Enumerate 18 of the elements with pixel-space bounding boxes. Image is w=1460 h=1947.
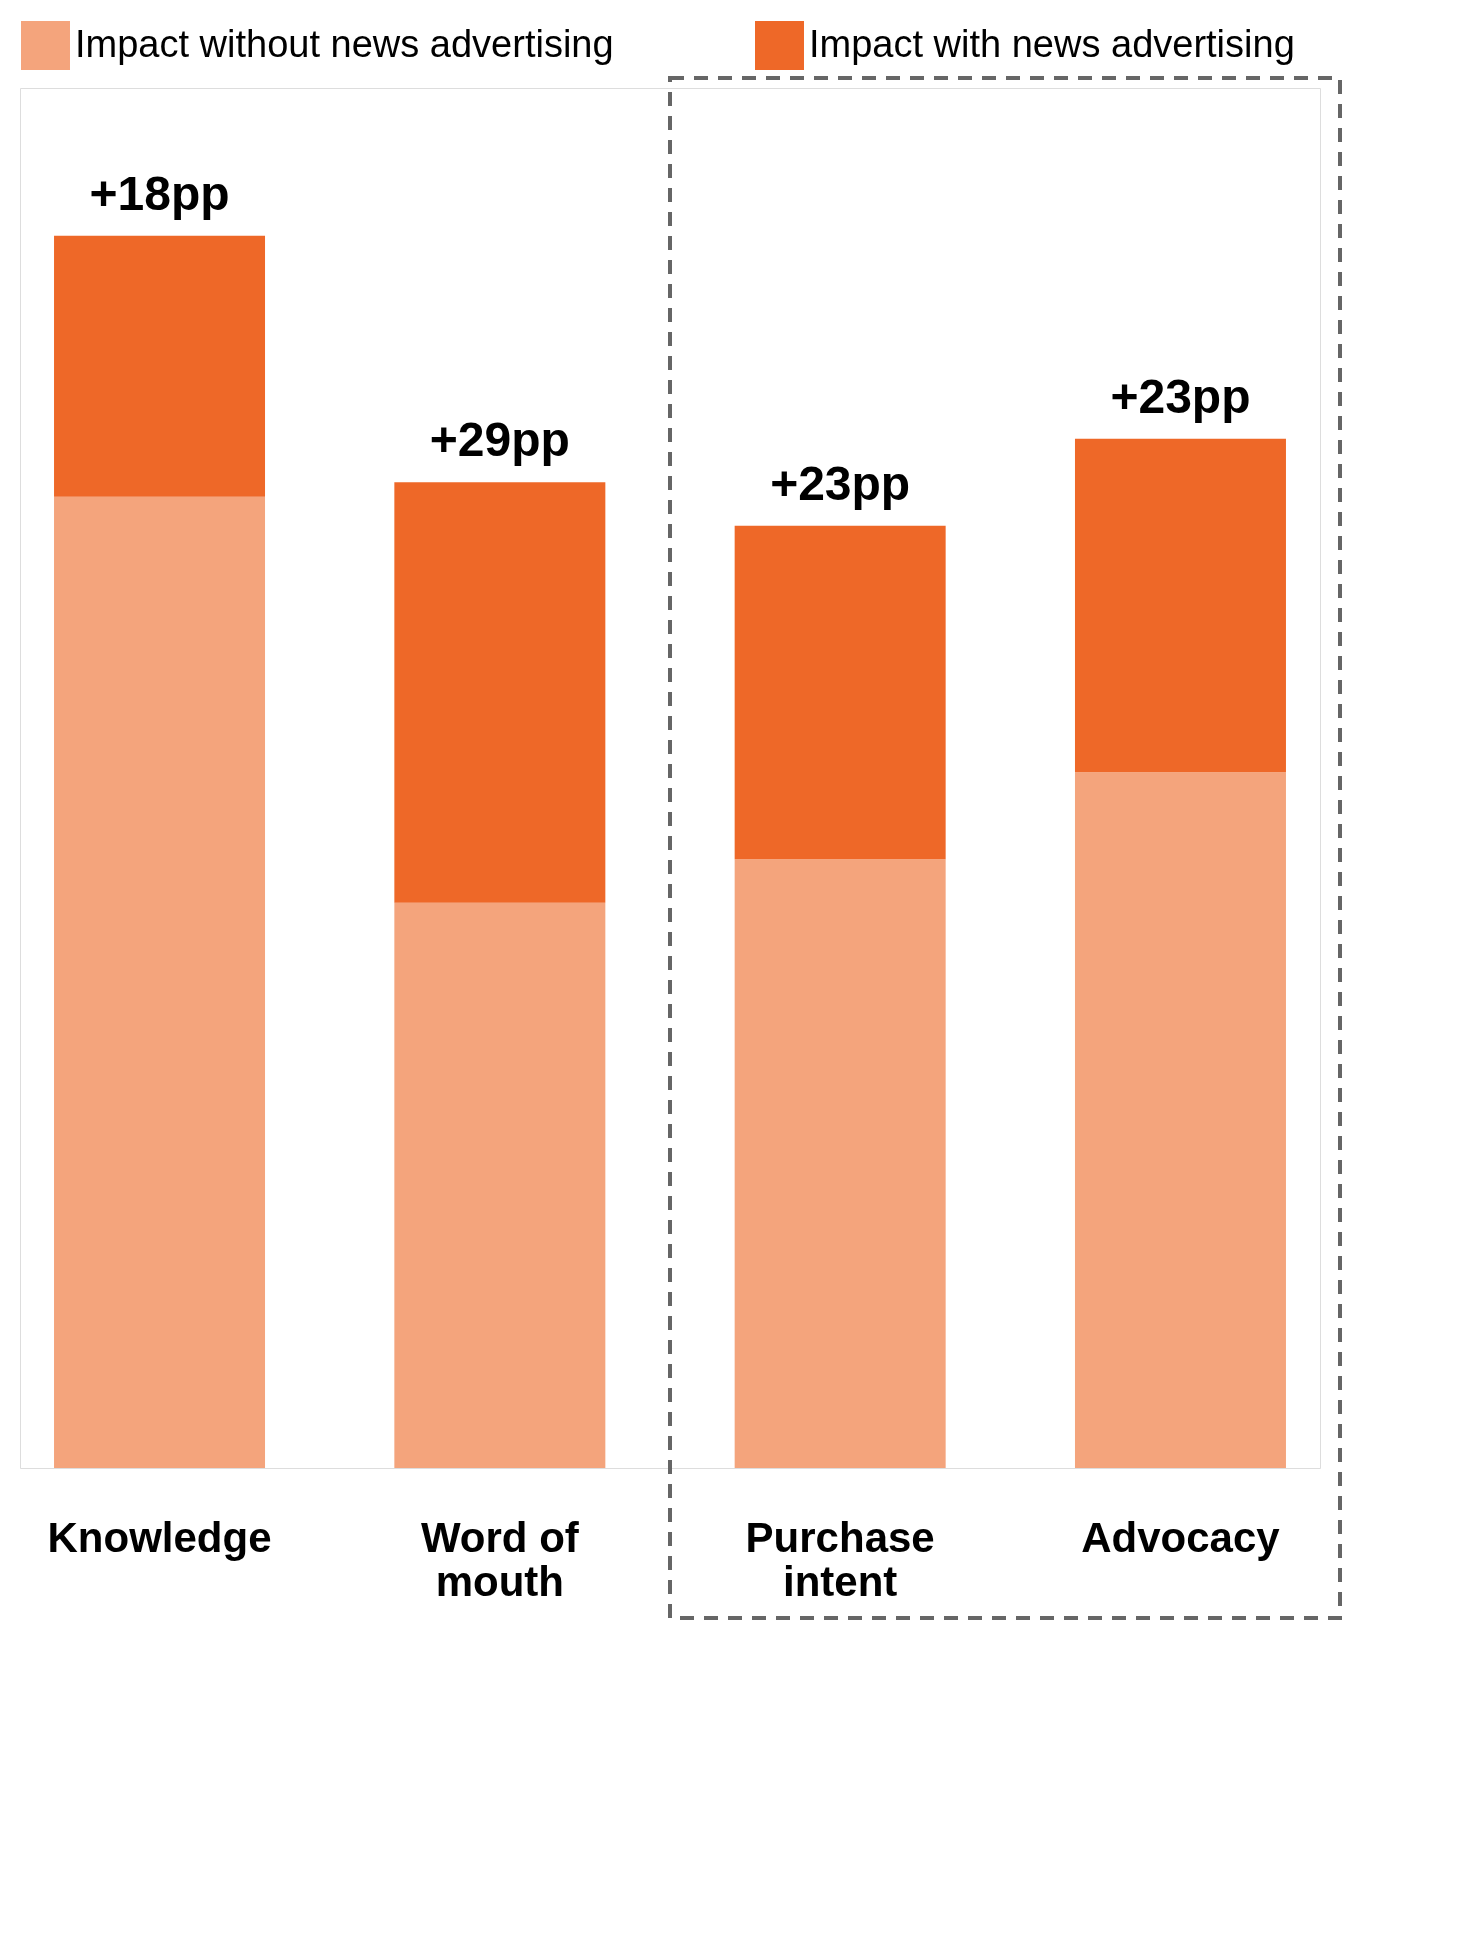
legend-label: Impact without news advertising <box>75 22 614 65</box>
legend-label: Impact with news advertising <box>809 22 1295 65</box>
x-tick-label: Purchase intent <box>745 1513 935 1605</box>
bar <box>1074 438 1286 773</box>
bar <box>54 235 266 497</box>
data-label: +23pp <box>770 456 911 510</box>
bar <box>54 496 266 1468</box>
bar <box>1074 772 1286 1468</box>
bar <box>394 482 606 903</box>
x-tick-label: Word of mouth <box>420 1513 580 1605</box>
bar <box>734 525 946 860</box>
x-tick-label: Knowledge <box>47 1513 272 1561</box>
x-tick-label: Advocacy <box>1081 1513 1281 1561</box>
bar <box>734 859 946 1468</box>
data-label: +23pp <box>1110 369 1251 423</box>
data-label: +18pp <box>89 166 230 220</box>
bar <box>394 902 606 1468</box>
data-label: +29pp <box>429 413 570 467</box>
